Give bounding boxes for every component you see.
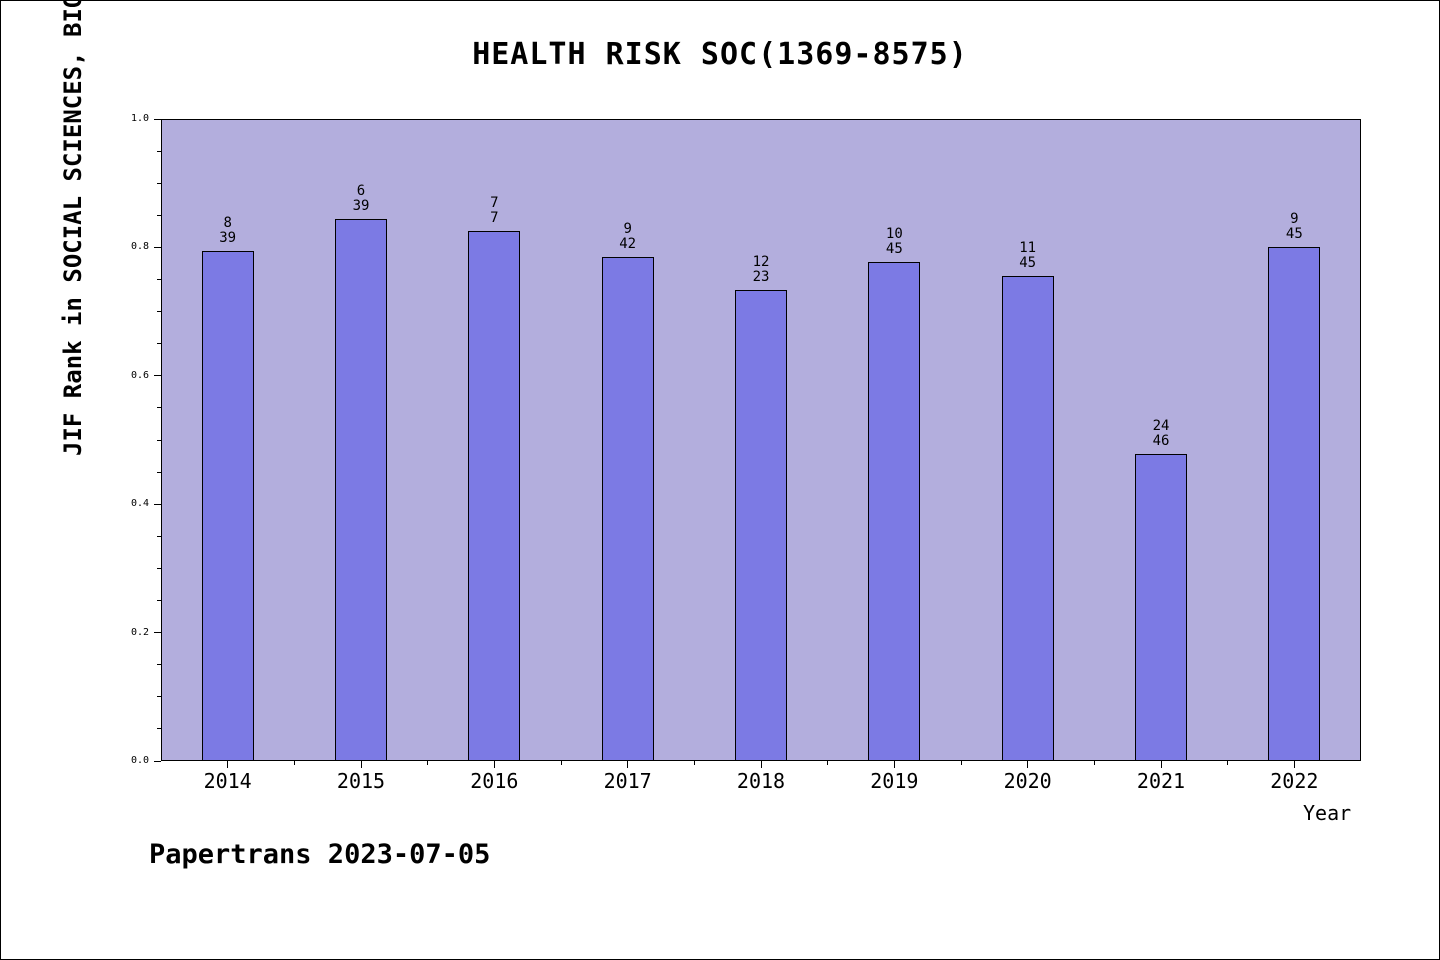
y-axis-minor-tick xyxy=(157,535,161,537)
x-tick-label: 2021 xyxy=(1136,769,1186,793)
y-axis-minor-tick xyxy=(157,600,161,601)
x-axis-tick xyxy=(360,761,362,768)
x-axis-minor-tick xyxy=(560,761,562,765)
x-axis-minor-tick xyxy=(827,761,829,765)
bar-value-label: 6 39 xyxy=(352,182,370,214)
bar-value-label: 24 46 xyxy=(1152,418,1170,450)
y-axis-minor-tick xyxy=(157,439,161,441)
bar-2015 xyxy=(335,218,387,761)
y-axis-minor-tick xyxy=(157,182,161,184)
bar-2018 xyxy=(735,290,787,761)
bar-2019 xyxy=(868,262,921,761)
x-tick-label: 2019 xyxy=(870,769,919,793)
bar-2021 xyxy=(1135,454,1187,761)
y-axis-tick xyxy=(154,760,161,762)
bar-value-label: 7 7 xyxy=(490,195,499,227)
bar-value-label: 10 45 xyxy=(885,226,903,258)
x-axis-tick xyxy=(760,761,762,768)
bar-2020 xyxy=(1001,276,1054,761)
x-axis-tick xyxy=(493,761,495,768)
bar-2014 xyxy=(201,250,254,761)
y-axis-minor-tick xyxy=(157,471,161,473)
x-axis-minor-tick xyxy=(960,761,962,765)
x-tick-label: 2017 xyxy=(603,769,652,793)
x-axis-minor-tick xyxy=(1093,761,1095,765)
bar-value-label: 8 39 xyxy=(219,214,237,246)
bar-value-label: 11 45 xyxy=(1019,240,1037,272)
x-tick-label: 2016 xyxy=(470,769,519,793)
y-tick-label: 0.6 xyxy=(130,369,149,381)
x-axis-label: Year xyxy=(1303,801,1352,825)
y-axis-minor-tick xyxy=(157,343,161,345)
bar-value-label: 9 45 xyxy=(1285,211,1303,243)
y-axis-label: JIF Rank in SOCIAL SCIENCES, BIOMEDICAL xyxy=(59,0,87,456)
y-tick-label: 0.2 xyxy=(130,626,149,638)
y-axis-minor-tick xyxy=(157,311,161,313)
bar-2016 xyxy=(468,231,521,761)
chart-title: HEALTH RISK SOC(1369-8575) xyxy=(472,37,968,72)
y-axis-tick xyxy=(154,632,161,634)
y-axis-tick xyxy=(154,118,161,120)
y-axis-minor-tick xyxy=(157,407,161,409)
y-axis-minor-tick xyxy=(157,664,161,666)
y-axis-minor-tick xyxy=(157,279,161,280)
x-axis-tick xyxy=(1027,761,1029,768)
x-axis-minor-tick xyxy=(427,761,429,765)
y-axis-tick xyxy=(154,246,161,248)
y-axis-minor-tick xyxy=(157,728,161,730)
x-axis-tick xyxy=(1160,761,1162,768)
x-axis-tick xyxy=(627,761,629,768)
y-axis-minor-tick xyxy=(157,150,161,152)
y-tick-label: 0.0 xyxy=(130,755,149,766)
x-tick-label: 2020 xyxy=(1003,769,1052,793)
bar-2017 xyxy=(601,257,654,761)
x-axis-tick xyxy=(893,761,895,768)
y-axis-minor-tick xyxy=(157,696,161,698)
x-axis-minor-tick xyxy=(693,761,695,765)
x-axis-minor-tick xyxy=(1227,761,1229,765)
bar-value-label: 9 42 xyxy=(619,221,637,253)
y-tick-label: 0.4 xyxy=(130,498,149,510)
footer-text: Papertrans 2023-07-05 xyxy=(149,839,491,870)
y-axis-minor-tick xyxy=(157,214,161,216)
x-axis-tick xyxy=(1293,761,1295,768)
x-tick-label: 2018 xyxy=(736,769,786,793)
x-axis-tick xyxy=(227,761,229,768)
y-axis-tick xyxy=(154,503,161,505)
bar-2022 xyxy=(1268,247,1321,761)
y-axis-tick xyxy=(154,375,161,377)
x-tick-label: 2022 xyxy=(1270,769,1319,793)
bar-value-label: 12 23 xyxy=(752,254,770,286)
x-tick-label: 2015 xyxy=(336,769,386,793)
x-tick-label: 2014 xyxy=(203,769,252,793)
x-axis-minor-tick xyxy=(293,761,295,765)
y-tick-label: 1.0 xyxy=(130,113,149,124)
y-axis-minor-tick xyxy=(157,567,161,569)
y-tick-label: 0.8 xyxy=(130,241,149,253)
